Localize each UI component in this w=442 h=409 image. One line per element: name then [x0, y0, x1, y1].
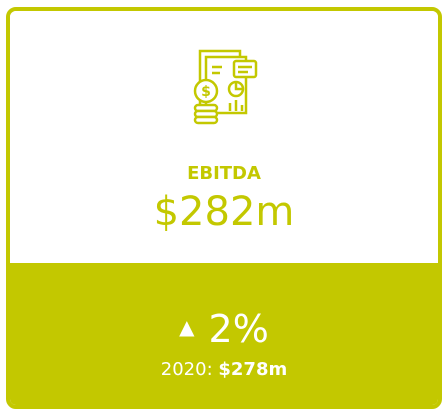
kpi-compare: 2020: $278m [10, 359, 438, 380]
card-bottom: ▲ 2% 2020: $278m [10, 263, 438, 405]
icon-dollar: $ [201, 84, 211, 100]
compare-label: 2020: [160, 359, 213, 380]
icon-bubble [232, 59, 258, 79]
kpi-label: EBITDA [187, 163, 261, 184]
kpi-card: $ EBITDA $282m ▲ 2% 2020: $278m [6, 7, 442, 409]
change-value: 2% [208, 307, 269, 351]
icon-pie-slice [234, 82, 243, 91]
up-arrow: ▲ [179, 315, 195, 339]
compare-value: $278m [218, 359, 288, 380]
finance-icon: $ [193, 49, 258, 125]
card-top: $ EBITDA $282m [10, 11, 438, 263]
kpi-value: $282m [153, 189, 295, 235]
kpi-change: ▲ 2% [10, 307, 438, 351]
icon-coin [193, 78, 219, 104]
icon-coin-stack [193, 115, 219, 125]
